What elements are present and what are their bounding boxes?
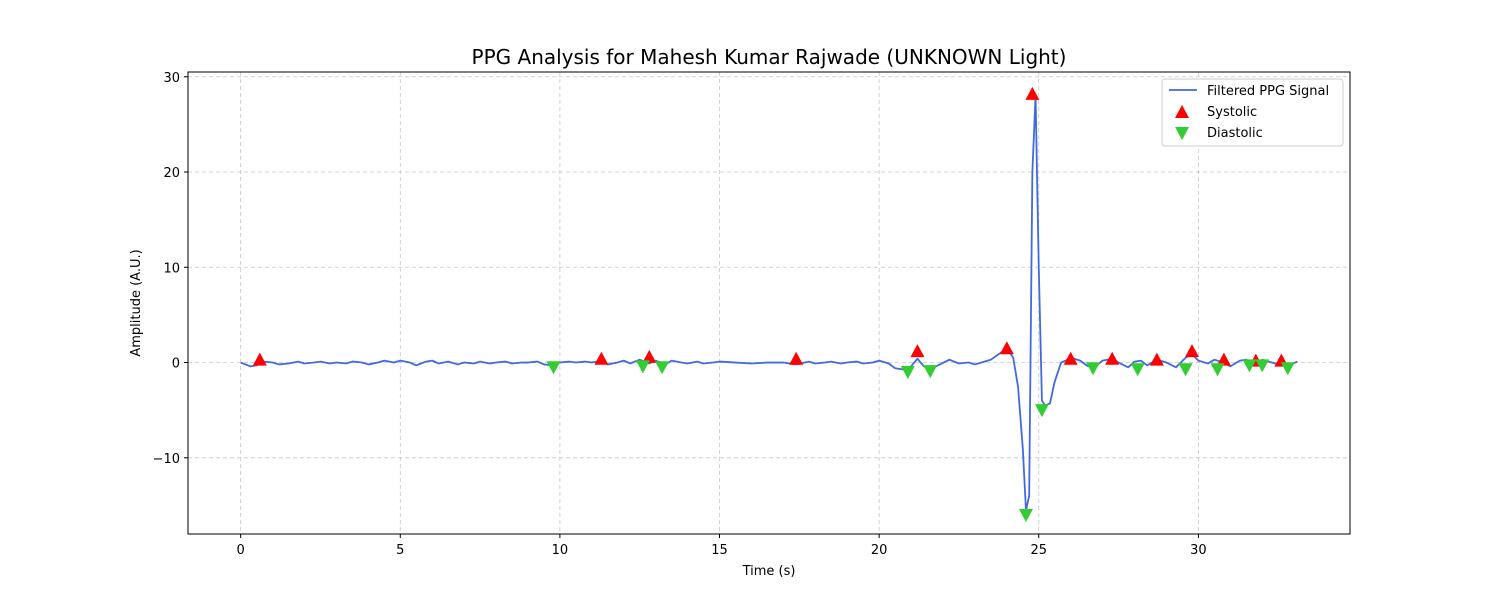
systolic-marker: [1025, 86, 1040, 100]
y-axis-label: Amplitude (A.U.): [129, 249, 144, 356]
systolic-marker: [594, 351, 609, 365]
y-tick-label: 20: [163, 166, 180, 181]
x-tick-label: 5: [396, 543, 404, 558]
x-tick-label: 0: [237, 543, 245, 558]
systolic-marker: [789, 351, 804, 365]
legend: Filtered PPG Signal Systolic Diastolic: [1161, 78, 1344, 147]
y-tick-label: 0: [172, 357, 180, 372]
diastolic-marker: [635, 360, 650, 374]
chart-title: PPG Analysis for Mahesh Kumar Rajwade (U…: [472, 45, 1067, 69]
x-tick-label: 20: [871, 543, 888, 558]
x-tick-label: 15: [711, 543, 728, 558]
legend-signal-label: Filtered PPG Signal: [1207, 84, 1329, 99]
systolic-marker: [1149, 352, 1164, 366]
diastolic-marker: [1086, 362, 1101, 376]
diastolic-marker: [1130, 363, 1145, 377]
diastolic-marker: [1018, 508, 1033, 522]
diastolic-marker: [923, 365, 938, 379]
diastolic-marker: [1178, 363, 1193, 377]
legend-diastolic-label: Diastolic: [1207, 126, 1263, 141]
systolic-marker: [999, 341, 1014, 355]
y-tick-label: −10: [153, 452, 180, 467]
diastolic-marker: [1210, 363, 1225, 377]
systolic-marker: [642, 349, 657, 363]
plot-area: [240, 86, 1298, 522]
plot-frame: [187, 71, 1351, 535]
y-tick-label: 30: [163, 71, 180, 86]
x-tick-label: 10: [552, 543, 569, 558]
diastolic-marker: [655, 361, 670, 375]
diastolic-marker: [1242, 359, 1257, 373]
legend-systolic-label: Systolic: [1207, 105, 1257, 120]
systolic-marker: [1105, 351, 1120, 365]
y-tick-label: 10: [163, 261, 180, 276]
x-tick-label: 25: [1030, 543, 1047, 558]
axes: 0 5 10 15 20 25 30 −10 0 10 20 30: [153, 71, 1207, 558]
legend-systolic-swatch: [1175, 105, 1189, 118]
x-axis-label: Time (s): [742, 564, 796, 579]
x-tick-label: 30: [1190, 543, 1207, 558]
systolic-marker: [252, 352, 267, 366]
systolic-marker: [910, 344, 925, 358]
diastolic-marker: [1034, 404, 1049, 418]
legend-diastolic-swatch: [1175, 127, 1189, 140]
systolic-marker: [1184, 344, 1199, 358]
legend-box: [1161, 78, 1344, 147]
systolic-marker: [1063, 351, 1078, 365]
diastolic-marker: [1255, 359, 1270, 373]
diastolic-marker: [900, 366, 915, 380]
systolic-marker: [1216, 352, 1231, 366]
diastolic-marker: [546, 361, 561, 375]
diastolic-marker: [1280, 362, 1295, 376]
ppg-signal-line: [240, 94, 1298, 512]
